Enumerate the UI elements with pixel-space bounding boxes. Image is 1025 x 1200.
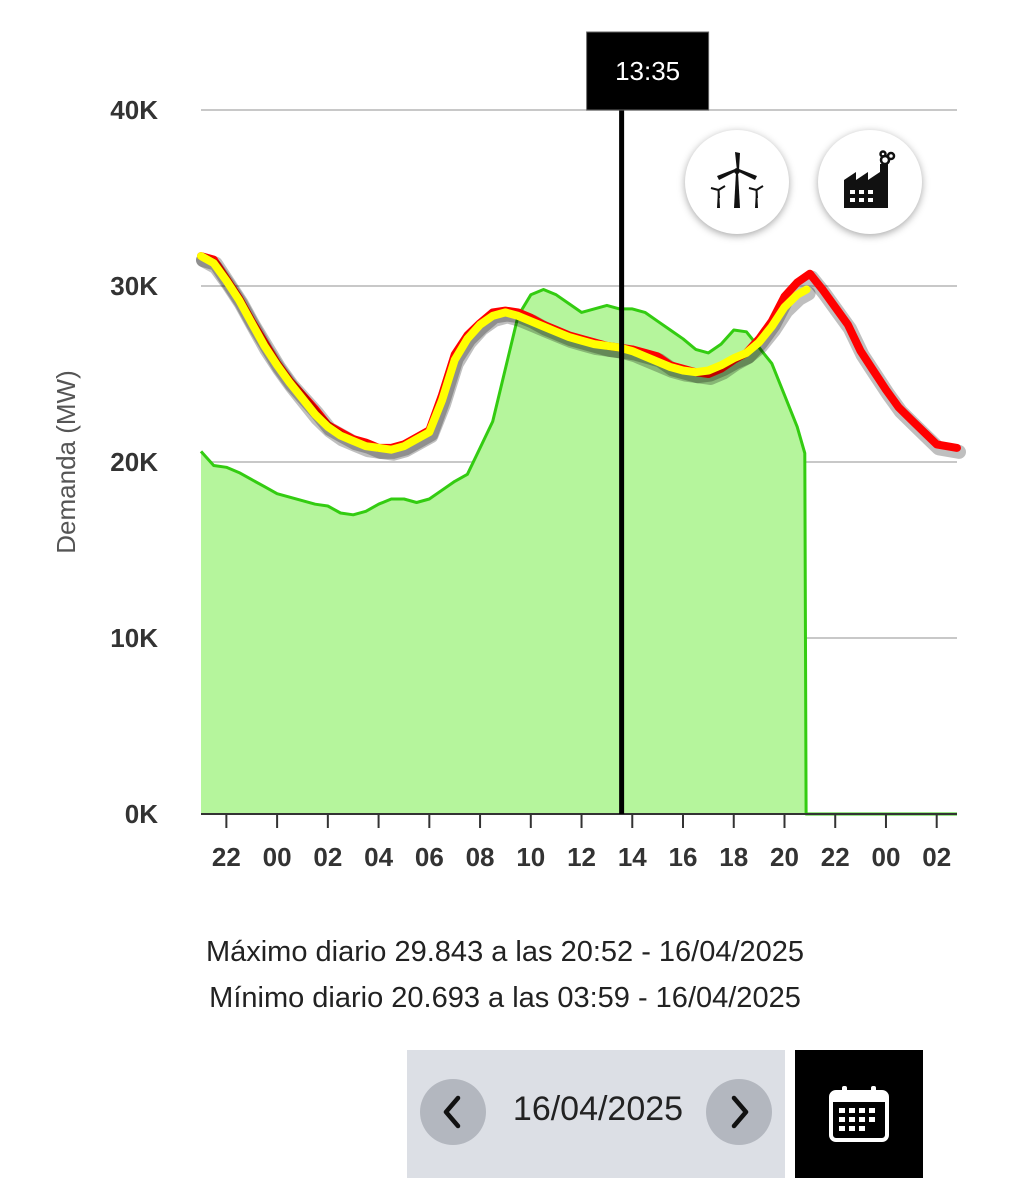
x-tick-label: 10 [516, 842, 545, 872]
x-tick-label: 12 [567, 842, 596, 872]
x-tick-label: 00 [263, 842, 292, 872]
series-area-fill [201, 289, 957, 814]
x-tick-label: 00 [872, 842, 901, 872]
x-tick-label: 22 [821, 842, 850, 872]
wind-generation-button[interactable] [685, 130, 789, 234]
next-day-button[interactable] [706, 1079, 772, 1145]
daily-min-text: Mínimo diario 20.693 a las 03:59 - 16/04… [209, 982, 801, 1014]
x-tick-label: 18 [719, 842, 748, 872]
cursor-tooltip [586, 31, 710, 111]
x-tick-label: 06 [415, 842, 444, 872]
calendar-button[interactable] [795, 1050, 923, 1178]
series-lines [196, 252, 966, 816]
selected-date[interactable]: 16/04/2025 [512, 1090, 684, 1128]
x-tick-label: 14 [618, 842, 647, 872]
cursor-time-label: 13:35 [615, 56, 680, 86]
x-tick-label: 08 [466, 842, 495, 872]
y-tick-label: 10K [110, 623, 158, 653]
series-line [197, 252, 811, 454]
chevron-left-icon [443, 1095, 461, 1129]
chevron-right-icon [731, 1095, 749, 1129]
x-tick-label: 04 [364, 842, 393, 872]
y-tick-label: 40K [110, 95, 158, 125]
series-line [199, 288, 957, 816]
calendar-icon [829, 1086, 889, 1142]
y-tick-label: 20K [110, 447, 158, 477]
x-tick-labels: 22 00 02 04 06 08 10 12 14 16 18 20 22 00 02 [212, 842, 951, 872]
daily-max-text: Máximo diario 29.843 a las 20:52 - 16/04… [205, 936, 805, 968]
previous-day-button[interactable] [420, 1079, 486, 1145]
x-tick-label: 02 [922, 842, 951, 872]
x-tick-label: 22 [212, 842, 241, 872]
wind-turbine-icon [710, 152, 764, 208]
y-tick-labels: 0K 10K 20K 30K 40K [110, 95, 158, 829]
y-axis-title: Demanda (MW) [51, 370, 81, 553]
y-tick-label: 30K [110, 271, 158, 301]
thermal-generation-button[interactable] [818, 130, 922, 234]
x-tick-label: 16 [669, 842, 698, 872]
x-tick-label: 02 [313, 842, 342, 872]
time-cursor[interactable]: 13:35 [586, 31, 710, 814]
factory-icon [844, 150, 896, 208]
axes [201, 813, 957, 828]
x-tick-label: 20 [770, 842, 799, 872]
date-navigator: 16/04/2025 [407, 1050, 785, 1178]
series-areas [201, 289, 957, 814]
y-tick-label: 0K [125, 799, 158, 829]
